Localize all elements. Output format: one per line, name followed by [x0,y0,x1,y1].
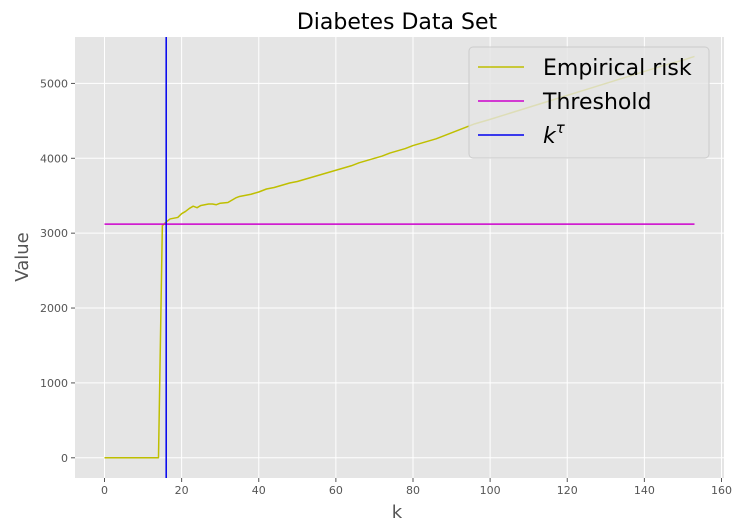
x-tick-label: 120 [557,484,578,497]
x-tick-label: 140 [634,484,655,497]
y-tick-label: 2000 [40,302,68,315]
legend-label-threshold: Threshold [542,90,651,115]
x-tick-label: 40 [252,484,266,497]
y-axis-label: Value [12,232,33,281]
legend-label-empirical-risk: Empirical risk [543,56,692,81]
legend: Empirical risk Threshold kτ [468,46,710,159]
y-tick-label: 5000 [40,77,68,90]
legend-label-k-tau: kτ [543,119,566,149]
x-axis-label: k [392,502,403,523]
y-tick-label: 3000 [40,227,68,240]
y-tick-label: 1000 [40,377,68,390]
x-tick-label: 20 [175,484,189,497]
chart-title: Diabetes Data Set [297,10,498,35]
x-tick-label: 160 [711,484,732,497]
x-tick-label: 80 [406,484,420,497]
x-tick-label: 100 [480,484,501,497]
x-tick-label: 0 [101,484,108,497]
y-tick-label: 0 [61,452,68,465]
legend-label-tau: τ [556,119,566,137]
y-tick-label: 4000 [40,152,68,165]
ticks: 0 20 40 60 80 100 120 140 160 0 1000 2000 3000 4000 50… [40,77,732,497]
x-tick-label: 60 [329,484,343,497]
legend-label-k: k [543,124,557,149]
legend-box [468,46,710,159]
